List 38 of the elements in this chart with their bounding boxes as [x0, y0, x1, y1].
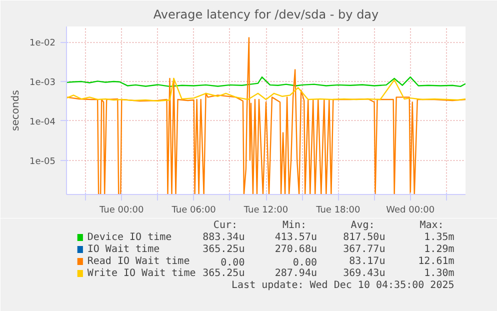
legend-label: Write IO Wait time — [87, 268, 196, 279]
text: 0.00 — [220, 258, 245, 268]
text: 1.35m — [424, 232, 454, 243]
text: Min: — [282, 220, 307, 231]
text: Avg: — [350, 220, 375, 231]
text: 365.25u — [202, 268, 245, 279]
y-axis-title: seconds — [10, 90, 22, 131]
x-tick-label: Wed 00:00 — [386, 206, 435, 216]
text: 365.25u — [202, 244, 245, 255]
text: 0.00 — [292, 258, 317, 268]
text: 883.34u — [202, 232, 245, 243]
y-tick-label: 1e-05 — [30, 156, 56, 167]
text: Max: — [420, 220, 444, 231]
x-tick-label: Tue 18:00 — [315, 206, 361, 216]
text: 287.94u — [274, 268, 317, 279]
y-tick-label: 1e-03 — [30, 78, 56, 88]
text: 413.57u — [274, 232, 317, 243]
y-tick-label: 1e-04 — [30, 117, 56, 128]
x-tick-label: Tue 06:00 — [170, 206, 216, 216]
chart-title: Average latency for /dev/sda - by day — [153, 8, 379, 22]
text: 270.68u — [274, 244, 317, 255]
y-tick-label: 1e-02 — [30, 38, 56, 49]
text: 369.43u — [343, 268, 386, 279]
x-tick-label: Tue 12:00 — [242, 206, 288, 216]
legend-label: Device IO time — [87, 232, 172, 243]
line-series — [66, 76, 466, 88]
text: 83.17u — [349, 256, 386, 267]
text: 1.29m — [424, 244, 454, 255]
line-series — [66, 78, 466, 102]
legend-label: IO Wait time — [87, 244, 160, 255]
text: 367.77u — [343, 244, 386, 255]
text: Last update: Wed Dec 10 04:35:00 2025 — [232, 280, 454, 291]
x-tick-label: Tue 00:00 — [98, 206, 144, 216]
legend-label: Read IO Wait time — [87, 256, 190, 267]
text: 1.30m — [424, 268, 454, 279]
text: Cur: — [213, 220, 238, 231]
text: 12.61m — [418, 256, 454, 267]
text: 817.50u — [343, 232, 386, 243]
